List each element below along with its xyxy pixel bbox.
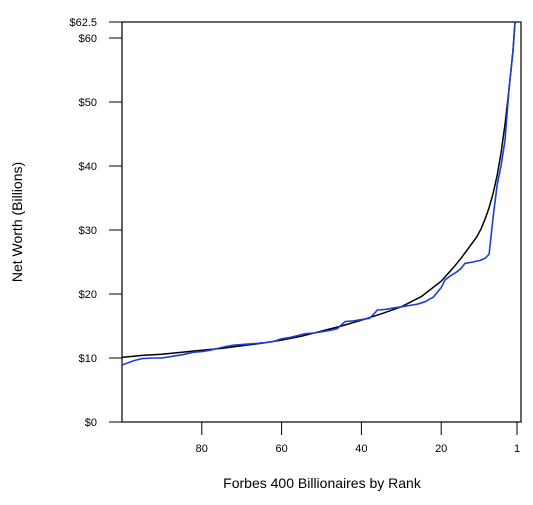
x-tick-label-4: 1 xyxy=(514,443,520,455)
x-axis-label: Forbes 400 Billionaires by Rank xyxy=(223,475,422,491)
y-axis: $0 $10 $20 $30 $40 $50 $60 $62.5 xyxy=(69,17,122,429)
plot-frame xyxy=(121,21,522,423)
x-tick-label-2: 40 xyxy=(355,443,367,455)
series-line-0 xyxy=(121,21,516,366)
y-tick-label-2: $20 xyxy=(79,289,97,301)
x-axis: 80 60 40 20 1 xyxy=(196,422,520,455)
x-tick-label-3: 20 xyxy=(435,443,447,455)
y-tick-label-6: $60 xyxy=(79,33,97,45)
y-axis-label: Net Worth (Billions) xyxy=(9,162,25,282)
y-tick-label-3: $30 xyxy=(79,225,97,237)
y-tick-label-7: $62.5 xyxy=(69,17,97,29)
y-tick-label-4: $40 xyxy=(79,161,97,173)
y-tick-label-5: $50 xyxy=(79,97,97,109)
x-tick-label-0: 80 xyxy=(196,443,208,455)
series-line-1 xyxy=(121,21,516,359)
x-tick-label-1: 60 xyxy=(275,443,287,455)
y-tick-label-0: $0 xyxy=(85,417,97,429)
series-layer xyxy=(121,21,516,366)
y-tick-label-1: $10 xyxy=(79,353,97,365)
